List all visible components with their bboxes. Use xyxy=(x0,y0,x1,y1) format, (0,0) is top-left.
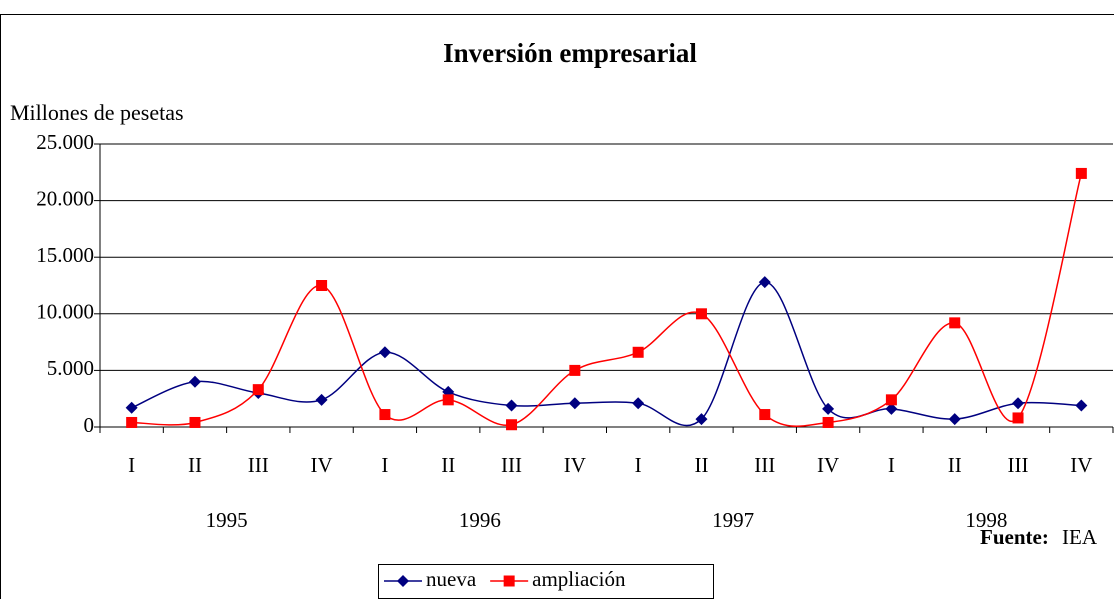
data-point xyxy=(315,393,328,406)
y-tick-label: 15.000 xyxy=(36,243,94,267)
x-tick-label: III xyxy=(248,453,269,477)
series-line xyxy=(131,281,1082,427)
data-point xyxy=(758,276,771,289)
x-tick-label: IV xyxy=(1070,453,1092,477)
x-tick-label: I xyxy=(888,453,895,477)
year-label: 1997 xyxy=(712,508,754,532)
x-tick-label: IV xyxy=(817,453,839,477)
data-point xyxy=(505,399,518,412)
data-point xyxy=(885,402,898,415)
data-point xyxy=(378,346,391,359)
data-point xyxy=(379,409,391,421)
x-tick-label: III xyxy=(1008,453,1029,477)
x-tick-label: I xyxy=(381,453,388,477)
data-point xyxy=(506,419,518,431)
y-axis-label: Millones de pesetas xyxy=(10,100,184,125)
x-tick-label: II xyxy=(188,453,202,477)
x-tick-label: II xyxy=(441,453,455,477)
y-tick-label: 10.000 xyxy=(36,300,94,324)
data-point xyxy=(759,409,771,421)
y-tick-label: 5.000 xyxy=(47,356,94,380)
x-tick-label: I xyxy=(128,453,135,477)
source: IEA xyxy=(1062,525,1098,549)
source-label: Fuente: xyxy=(980,525,1049,549)
x-tick-label: IV xyxy=(311,453,333,477)
data-point xyxy=(632,346,644,358)
y-tick-label: 20.000 xyxy=(36,186,94,210)
data-point xyxy=(822,416,834,428)
data-point xyxy=(1012,412,1024,424)
data-point xyxy=(948,413,961,426)
data-point xyxy=(188,375,201,388)
legend-label: ampliación xyxy=(532,567,626,591)
data-point xyxy=(695,413,708,426)
data-point xyxy=(442,394,454,406)
legend-label: nueva xyxy=(426,567,477,591)
data-point xyxy=(1012,397,1025,410)
chart-title: Inversión empresarial xyxy=(443,38,697,68)
data-point xyxy=(189,416,201,428)
data-point xyxy=(568,397,581,410)
year-label: 1996 xyxy=(459,508,501,532)
x-tick-label: IV xyxy=(564,453,586,477)
data-point xyxy=(822,402,835,415)
data-point xyxy=(569,364,581,376)
data-point xyxy=(1075,399,1088,412)
year-label: 1998 xyxy=(965,508,1007,532)
x-tick-label: II xyxy=(948,453,962,477)
chart-border xyxy=(0,14,1114,599)
data-point xyxy=(316,280,328,291)
y-tick-label: 25.000 xyxy=(36,130,94,154)
x-tick-label: II xyxy=(694,453,708,477)
legend-marker xyxy=(503,575,515,587)
data-point xyxy=(695,308,707,320)
x-tick-label: III xyxy=(501,453,522,477)
data-point xyxy=(632,397,645,410)
legend-box xyxy=(378,564,714,599)
data-point xyxy=(125,401,138,414)
series-line xyxy=(131,173,1083,427)
data-point xyxy=(126,416,138,428)
legend-marker xyxy=(397,575,409,587)
data-point xyxy=(885,394,897,406)
data-point xyxy=(1075,167,1087,179)
y-tick-label: 0 xyxy=(84,413,95,437)
x-tick-label: I xyxy=(635,453,642,477)
data-point xyxy=(949,317,961,329)
data-point xyxy=(252,384,264,396)
year-label: 1995 xyxy=(206,508,248,532)
x-tick-label: III xyxy=(754,453,775,477)
